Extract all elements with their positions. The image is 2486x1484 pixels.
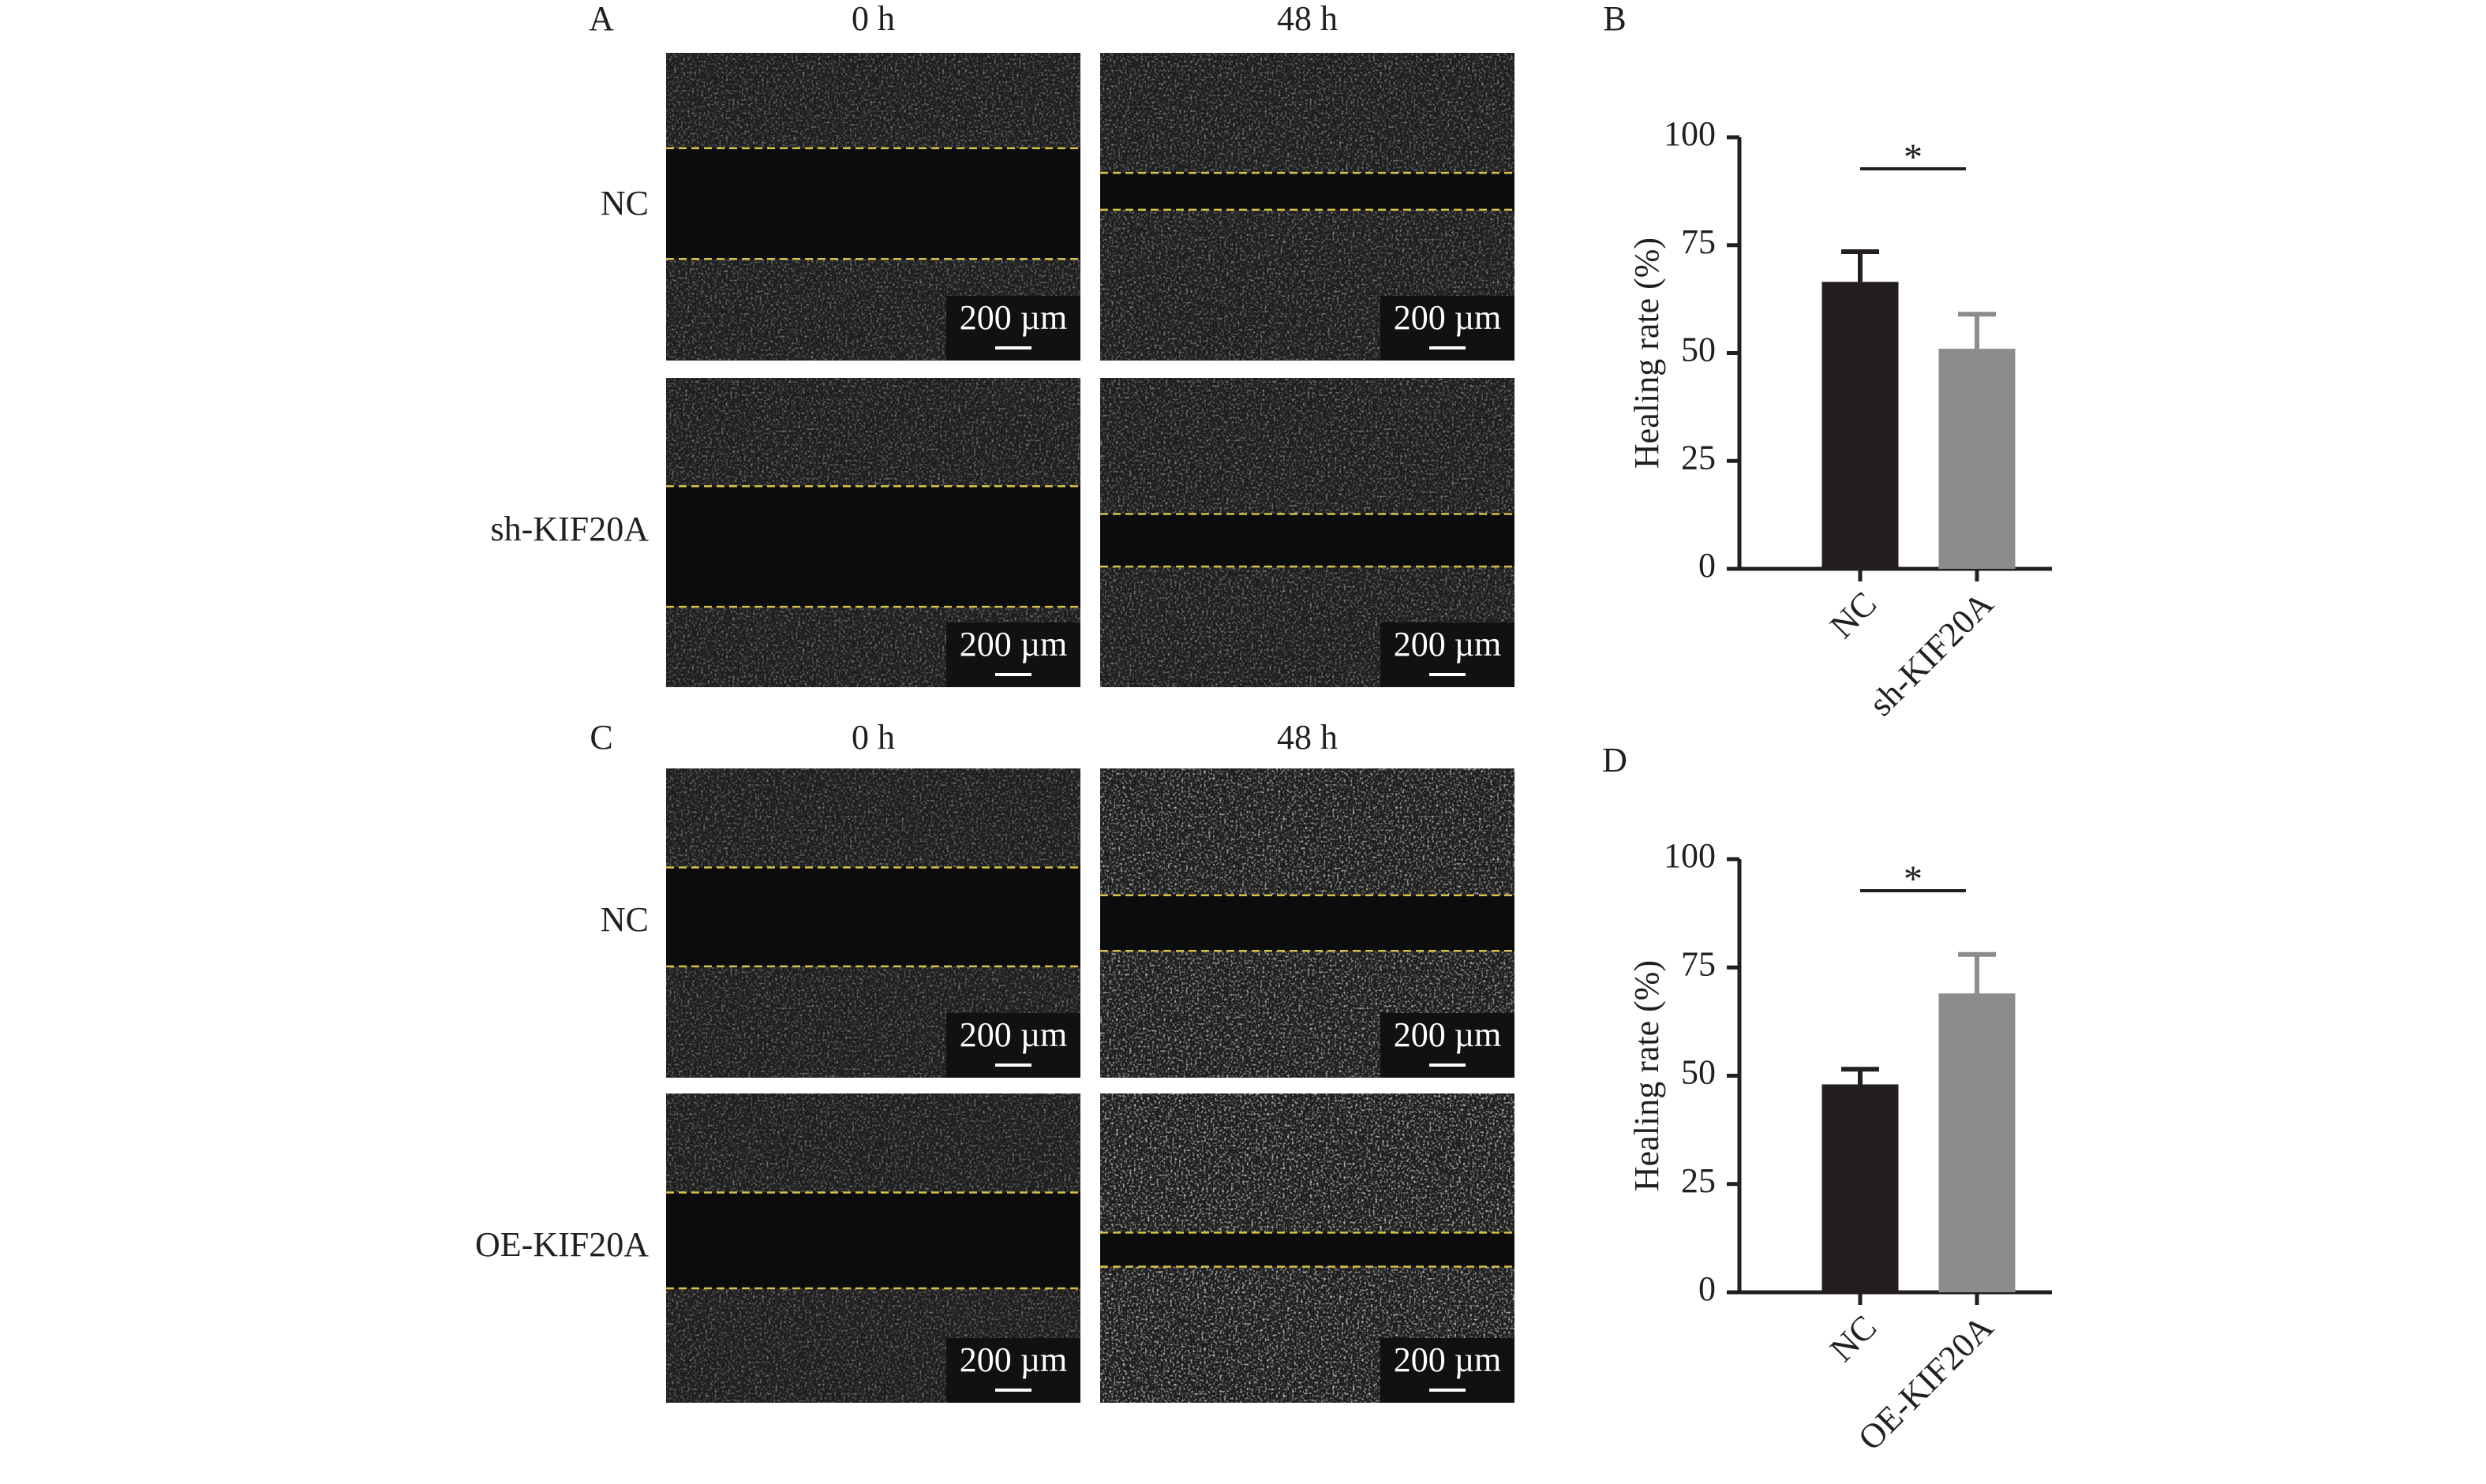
panel-label: D (1602, 741, 1627, 779)
scale-bar-label: 200 µm (960, 1340, 1068, 1379)
y-tick-label: 50 (1681, 331, 1716, 369)
wound-gap (1100, 1232, 1514, 1267)
wound-gap (1100, 514, 1514, 567)
bar (1938, 993, 2016, 1292)
scale-bar-box (1380, 1013, 1514, 1078)
scale-bar-box (1380, 296, 1514, 361)
bar (1821, 1084, 1899, 1292)
wound-gap (666, 867, 1080, 966)
x-tick-label: NC (1822, 585, 1884, 646)
y-axis-label: Healing rate (%) (1627, 960, 1666, 1191)
y-tick-label: 100 (1664, 114, 1716, 153)
y-tick-label: 25 (1681, 438, 1716, 477)
y-tick-label: 75 (1681, 222, 1716, 261)
y-axis-label: Healing rate (%) (1627, 237, 1666, 469)
column-header: 0 h (852, 0, 895, 38)
scale-bar-label: 200 µm (960, 625, 1068, 664)
column-header: 48 h (1277, 718, 1338, 757)
wound-gap (1100, 895, 1514, 951)
panel-label: B (1603, 0, 1626, 38)
scale-bar-box (946, 1013, 1080, 1078)
error-bar (1841, 1067, 1879, 1085)
error-bar (1958, 951, 1996, 994)
scale-bar-box (946, 622, 1080, 687)
wound-gap (666, 486, 1080, 607)
wound-gap (666, 148, 1080, 260)
x-tick-label: NC (1822, 1308, 1884, 1370)
scale-bar-label: 200 µm (960, 298, 1068, 337)
column-header: 0 h (852, 718, 895, 757)
row-label: NC (601, 184, 649, 222)
error-bar (1958, 312, 1996, 350)
y-tick-label: 100 (1664, 836, 1716, 875)
x-tick-label: sh-KIF20A (1862, 584, 2001, 723)
column-header: 48 h (1277, 0, 1338, 38)
error-bar (1841, 249, 1879, 282)
wound-gap (666, 1192, 1080, 1288)
scale-bar-box (1380, 1338, 1514, 1403)
y-tick-label: 75 (1681, 944, 1716, 983)
scale-bar-box (1380, 622, 1514, 687)
y-tick-label: 25 (1681, 1161, 1716, 1200)
scale-bar-label: 200 µm (960, 1015, 1068, 1054)
row-label: sh-KIF20A (491, 510, 650, 548)
significance-mark: * (1904, 858, 1923, 900)
y-tick-label: 50 (1681, 1053, 1716, 1092)
scale-bar-label: 200 µm (1394, 1340, 1502, 1379)
panel-label: C (590, 718, 612, 757)
y-tick-label: 0 (1698, 1269, 1716, 1308)
panel-label: A (589, 0, 614, 38)
scale-bar-label: 200 µm (1394, 298, 1502, 337)
scale-bar-box (946, 296, 1080, 361)
scale-bar-label: 200 µm (1394, 1015, 1502, 1054)
significance-mark: * (1904, 136, 1923, 178)
y-tick-label: 0 (1698, 546, 1716, 585)
bar (1821, 282, 1899, 569)
wound-gap (1100, 173, 1514, 210)
bar (1938, 349, 2016, 569)
scale-bar-box (946, 1338, 1080, 1403)
row-label: NC (601, 900, 649, 939)
scale-bar-label: 200 µm (1394, 625, 1502, 664)
row-label: OE-KIF20A (475, 1225, 649, 1264)
